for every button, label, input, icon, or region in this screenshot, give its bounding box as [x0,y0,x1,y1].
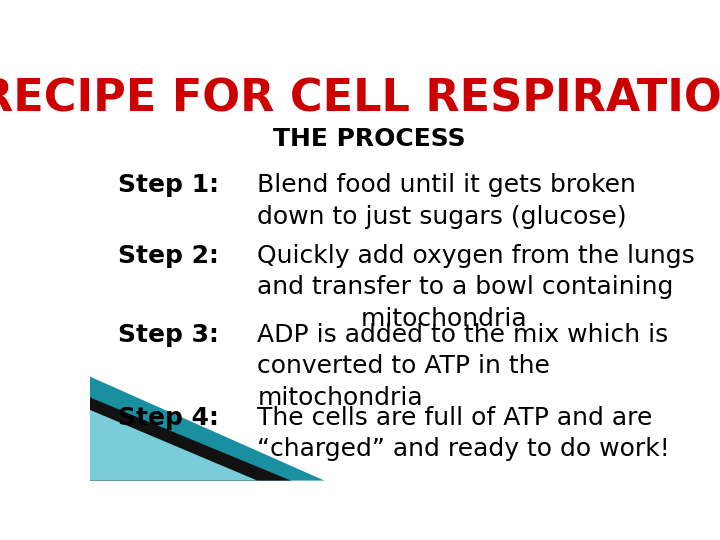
Polygon shape [90,397,291,481]
Text: THE PROCESS: THE PROCESS [273,127,465,151]
Text: Step 1:: Step 1: [118,173,219,197]
Text: Blend food until it gets broken
down to just sugars (glucose): Blend food until it gets broken down to … [258,173,636,228]
Text: RECIPE FOR CELL RESPIRATION: RECIPE FOR CELL RESPIRATION [0,77,720,120]
Text: The cells are full of ATP and are
“charged” and ready to do work!: The cells are full of ATP and are “charg… [258,406,670,461]
Text: Step 2:: Step 2: [118,244,219,268]
Text: Step 3:: Step 3: [118,322,219,347]
Text: ADP is added to the mix which is
converted to ATP in the
mitochondria: ADP is added to the mix which is convert… [258,322,669,410]
Polygon shape [90,377,324,481]
Text: Step 4:: Step 4: [118,406,219,430]
Polygon shape [90,410,258,481]
Text: Quickly add oxygen from the lungs
and transfer to a bowl containing
            : Quickly add oxygen from the lungs and tr… [258,244,695,331]
